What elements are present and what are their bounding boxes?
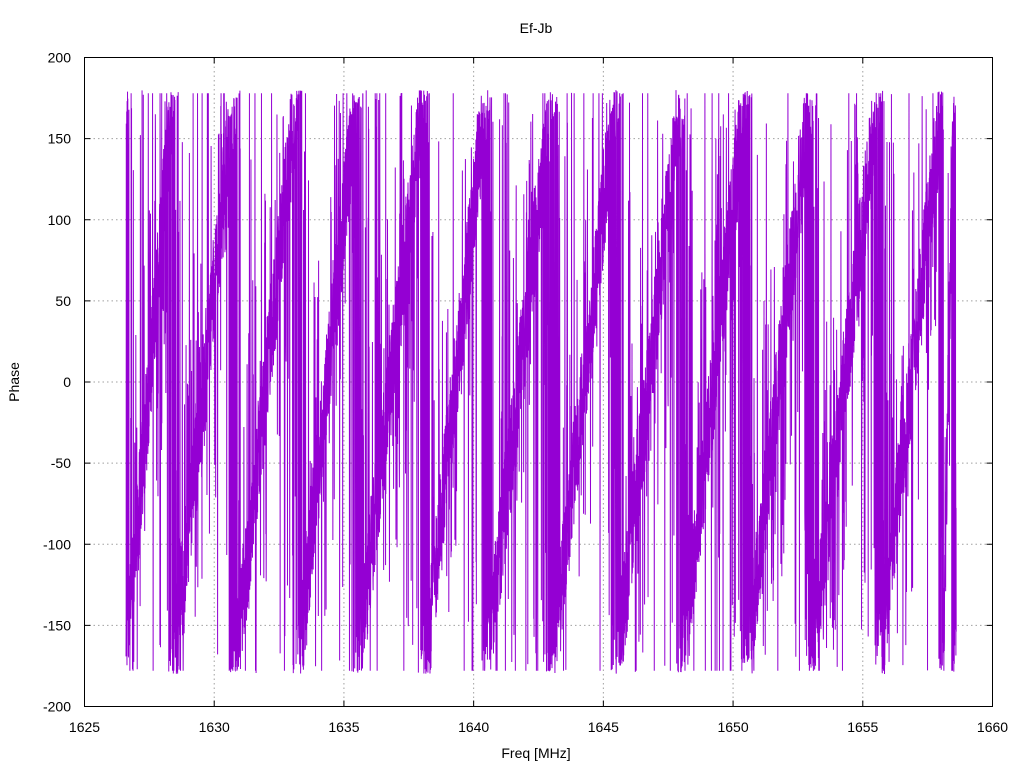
y-tick-label: -200: [43, 699, 71, 715]
y-tick-label: 0: [63, 374, 71, 390]
x-tick-label: 1625: [69, 719, 100, 735]
y-tick-label: 150: [48, 131, 72, 147]
phase-series-line: [125, 90, 957, 674]
chart-title: Ef-Jb: [520, 20, 553, 36]
x-tick-label: 1660: [977, 719, 1008, 735]
y-tick-label: 100: [48, 212, 72, 228]
y-tick-label: 200: [48, 50, 72, 66]
x-tick-label: 1655: [847, 719, 878, 735]
x-tick-label: 1635: [328, 719, 359, 735]
x-tick-labels: 1625 1630 1635 1640 1645 1650 1655 1660: [69, 719, 1008, 735]
y-tick-labels: -200 -150 -100 -50 0 50 100 150 200: [43, 50, 71, 715]
y-tick-label: -50: [51, 455, 71, 471]
y-tick-label: -150: [43, 617, 71, 633]
ticks: [84, 57, 993, 707]
y-tick-label: 50: [55, 293, 71, 309]
data-series: [125, 90, 957, 674]
x-tick-label: 1640: [458, 719, 489, 735]
x-axis-title: Freq [MHz]: [501, 745, 570, 761]
y-axis-title: Phase: [6, 362, 22, 402]
y-tick-label: -100: [43, 536, 71, 552]
x-tick-label: 1650: [717, 719, 748, 735]
x-tick-label: 1645: [588, 719, 619, 735]
x-tick-label: 1630: [199, 719, 230, 735]
